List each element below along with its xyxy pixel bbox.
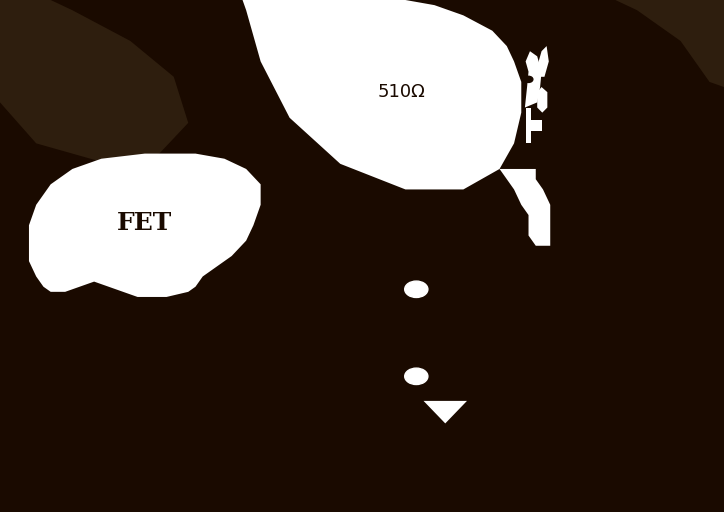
Text: 510Ω: 510Ω bbox=[378, 83, 426, 101]
Polygon shape bbox=[500, 169, 550, 246]
Polygon shape bbox=[525, 51, 542, 108]
Polygon shape bbox=[594, 0, 724, 92]
Polygon shape bbox=[0, 0, 188, 164]
Polygon shape bbox=[29, 154, 261, 297]
Circle shape bbox=[405, 368, 428, 385]
Polygon shape bbox=[526, 108, 542, 143]
Circle shape bbox=[405, 281, 428, 297]
Polygon shape bbox=[424, 401, 467, 423]
Polygon shape bbox=[537, 46, 549, 77]
Circle shape bbox=[524, 76, 533, 82]
Polygon shape bbox=[537, 87, 547, 113]
Text: FET: FET bbox=[117, 211, 172, 234]
Polygon shape bbox=[239, 0, 521, 189]
